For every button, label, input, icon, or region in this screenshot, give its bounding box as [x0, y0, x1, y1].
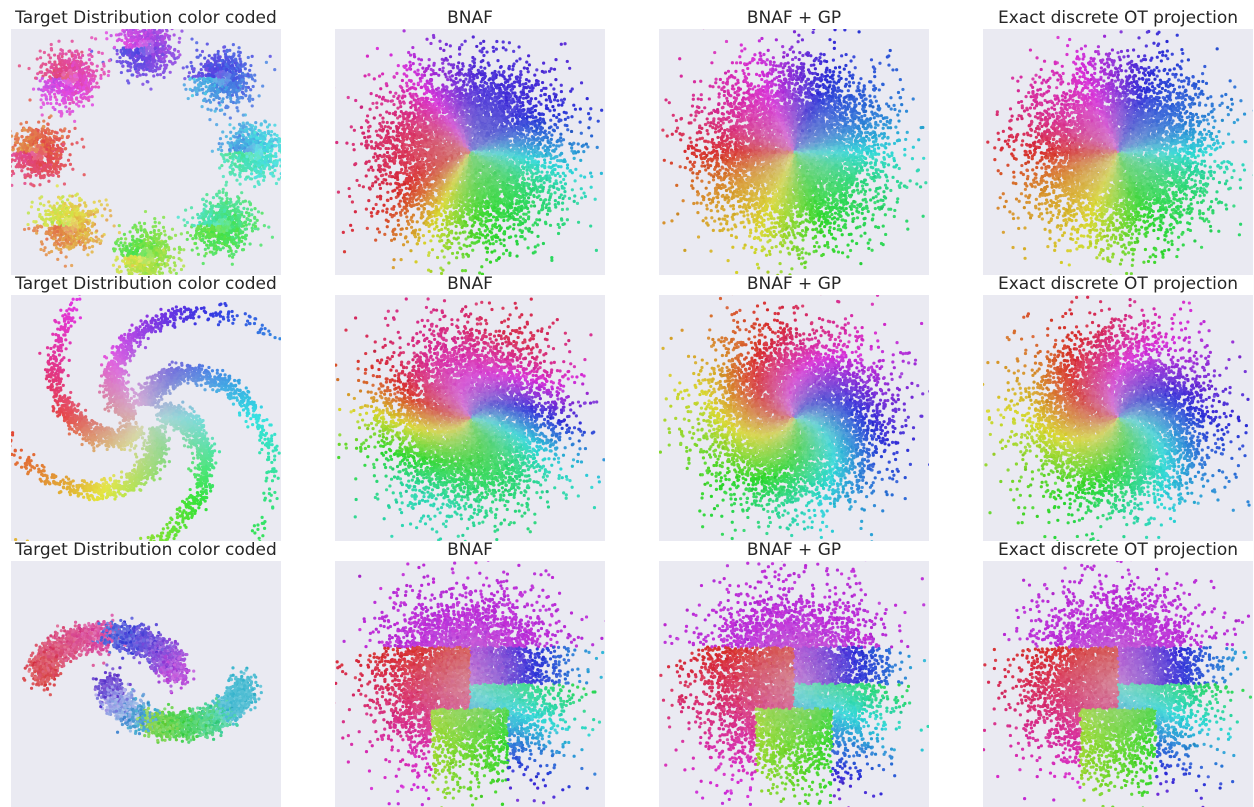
- scatter-points: [335, 561, 605, 807]
- panel-pinwheel-bnaf-gp: BNAF + GP: [659, 274, 929, 541]
- scatter-points: [11, 29, 281, 275]
- panel-pinwheel-bnaf: BNAF: [335, 274, 605, 541]
- panel-two-moons-target: Target Distribution color coded: [11, 540, 281, 807]
- scatter-plot-area: [11, 295, 281, 541]
- panel-two-moons-bnaf-gp: BNAF + GP: [659, 540, 929, 807]
- scatter-points: [335, 295, 605, 541]
- scatter-plot-area: [335, 295, 605, 541]
- panel-title: BNAF + GP: [746, 8, 842, 28]
- panel-title: BNAF: [447, 274, 493, 294]
- panel-title: BNAF + GP: [746, 274, 842, 294]
- panel-title: Exact discrete OT projection: [997, 540, 1239, 560]
- panel-eight-gaussians-bnaf: BNAF: [335, 8, 605, 275]
- panel-title: Target Distribution color coded: [15, 274, 277, 294]
- panel-two-moons-ot: Exact discrete OT projection: [983, 540, 1253, 807]
- scatter-plot-area: [983, 561, 1253, 807]
- scatter-plot-area: [659, 561, 929, 807]
- panel-title: Target Distribution color coded: [15, 8, 277, 28]
- panel-pinwheel-target: Target Distribution color coded: [11, 274, 281, 541]
- panel-title: Exact discrete OT projection: [997, 274, 1239, 294]
- scatter-plot-area: [983, 295, 1253, 541]
- scatter-plot-area: [659, 295, 929, 541]
- panel-title: BNAF: [447, 540, 493, 560]
- scatter-points: [983, 561, 1253, 807]
- panel-title: Target Distribution color coded: [15, 540, 277, 560]
- panel-title: Exact discrete OT projection: [997, 8, 1239, 28]
- scatter-points: [11, 561, 281, 807]
- scatter-points: [659, 561, 929, 807]
- panel-eight-gaussians-ot: Exact discrete OT projection: [983, 8, 1253, 275]
- panel-pinwheel-ot: Exact discrete OT projection: [983, 274, 1253, 541]
- scatter-points: [983, 295, 1253, 541]
- panel-eight-gaussians-bnaf-gp: BNAF + GP: [659, 8, 929, 275]
- scatter-points: [335, 29, 605, 275]
- panel-eight-gaussians-target: Target Distribution color coded: [11, 8, 281, 275]
- scatter-points: [11, 295, 281, 541]
- scatter-plot-area: [983, 29, 1253, 275]
- scatter-plot-area: [659, 29, 929, 275]
- scatter-points: [983, 29, 1253, 275]
- scatter-plot-area: [11, 29, 281, 275]
- scatter-plot-area: [335, 29, 605, 275]
- panel-title: BNAF: [447, 8, 493, 28]
- panel-title: BNAF + GP: [746, 540, 842, 560]
- scatter-points: [659, 29, 929, 275]
- scatter-plot-area: [11, 561, 281, 807]
- scatter-points: [659, 295, 929, 541]
- scatter-plot-area: [335, 561, 605, 807]
- panel-two-moons-bnaf: BNAF: [335, 540, 605, 807]
